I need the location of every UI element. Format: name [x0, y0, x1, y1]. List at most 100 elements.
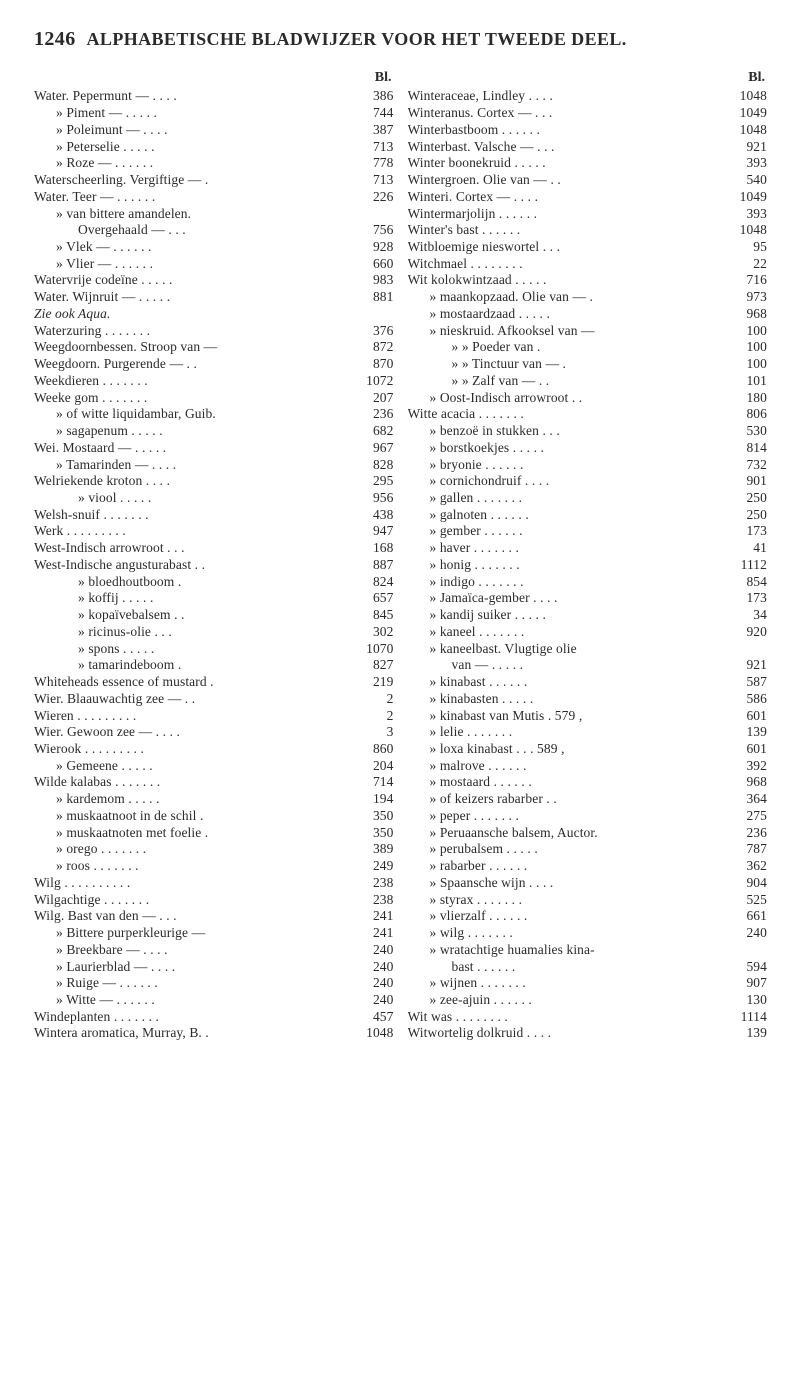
index-row: » Piment — . . . . .744 [34, 105, 394, 122]
index-page: 2 [342, 708, 394, 725]
index-label: » zee-ajuin . . . . . . [408, 992, 716, 1009]
index-row: » koffij . . . . .657 [34, 590, 394, 607]
index-row: » kinabasten . . . . .586 [408, 691, 768, 708]
index-row: Weeke gom . . . . . . .207 [34, 390, 394, 407]
index-page: 657 [342, 590, 394, 607]
index-label: Wier. Blaauwachtig zee — . . [34, 691, 342, 708]
index-label: » tamarindeboom . [34, 657, 342, 674]
index-page: 967 [342, 440, 394, 457]
index-label: » Breekbare — . . . . [34, 942, 342, 959]
index-page: 586 [715, 691, 767, 708]
index-row: Windeplanten . . . . . . .457 [34, 1009, 394, 1026]
index-label: Winteranus. Cortex — . . . [408, 105, 716, 122]
index-page: 100 [715, 323, 767, 340]
index-page: 393 [715, 155, 767, 172]
index-row: » wijnen . . . . . . .907 [408, 975, 768, 992]
index-page: 814 [715, 440, 767, 457]
index-label: » gallen . . . . . . . [408, 490, 716, 507]
index-row: » » Tinctuur van — .100 [408, 356, 768, 373]
index-page: 241 [342, 908, 394, 925]
index-page: 1048 [715, 222, 767, 239]
index-row: » Peruaansche balsem, Auctor.236 [408, 825, 768, 842]
index-page: 787 [715, 841, 767, 858]
index-page: 295 [342, 473, 394, 490]
index-page: 806 [715, 406, 767, 423]
index-page: 1049 [715, 189, 767, 206]
index-label: Winter's bast . . . . . . [408, 222, 716, 239]
index-label: » Witte — . . . . . . [34, 992, 342, 1009]
index-row: » Jamaïca-gember . . . .173 [408, 590, 768, 607]
index-label: » wilg . . . . . . . [408, 925, 716, 942]
index-row: van — . . . . .921 [408, 657, 768, 674]
index-page: 845 [342, 607, 394, 624]
index-label: » Vlier — . . . . . . [34, 256, 342, 273]
index-row: Watervrije codeïne . . . . .983 [34, 272, 394, 289]
index-row: Waterzuring . . . . . . .376 [34, 323, 394, 340]
index-row: West-Indische angusturabast . .887 [34, 557, 394, 574]
index-row: Weegdoorn. Purgerende — . .870 [34, 356, 394, 373]
index-label: West-Indische angusturabast . . [34, 557, 342, 574]
index-label: Zie ook Aqua. [34, 306, 342, 323]
column-header: Bl. [34, 69, 394, 86]
index-label: Weegdoornbessen. Stroop van — [34, 339, 342, 356]
index-label: van — . . . . . [408, 657, 716, 674]
index-page: 236 [342, 406, 394, 423]
index-row: Water. Pepermunt — . . . .386 [34, 88, 394, 105]
index-page: 350 [342, 808, 394, 825]
index-label: Welsh-snuif . . . . . . . [34, 507, 342, 524]
index-page: 956 [342, 490, 394, 507]
index-label: Werk . . . . . . . . . [34, 523, 342, 540]
index-row: » Oost-Indisch arrowroot . .180 [408, 390, 768, 407]
index-label: » kinabast van Mutis . 579 , [408, 708, 716, 725]
index-row: » lelie . . . . . . .139 [408, 724, 768, 741]
index-page: 1070 [342, 641, 394, 658]
index-row: » malrove . . . . . .392 [408, 758, 768, 775]
index-row: » rabarber . . . . . .362 [408, 858, 768, 875]
index-page: 594 [715, 959, 767, 976]
index-row: » gallen . . . . . . .250 [408, 490, 768, 507]
index-row: Wintergroen. Olie van — . .540 [408, 172, 768, 189]
index-page: 904 [715, 875, 767, 892]
index-page: 1048 [715, 88, 767, 105]
index-label: » » Zalf van — . . [408, 373, 716, 390]
index-row: » Roze — . . . . . .778 [34, 155, 394, 172]
index-row: Winterbastboom . . . . . .1048 [408, 122, 768, 139]
index-page: 714 [342, 774, 394, 791]
index-row: » kinabast van Mutis . 579 ,601 [408, 708, 768, 725]
index-label: Watervrije codeïne . . . . . [34, 272, 342, 289]
index-page: 778 [342, 155, 394, 172]
index-label: » lelie . . . . . . . [408, 724, 716, 741]
index-row: West-Indisch arrowroot . . .168 [34, 540, 394, 557]
index-row: Wit was . . . . . . . .1114 [408, 1009, 768, 1026]
index-row: » van bittere amandelen. [34, 206, 394, 223]
index-row: » vlierzalf . . . . . .661 [408, 908, 768, 925]
index-page: 928 [342, 239, 394, 256]
index-row: Water. Teer — . . . . . .226 [34, 189, 394, 206]
index-row: » wratachtige huamalies kina- [408, 942, 768, 959]
index-page: 587 [715, 674, 767, 691]
index-page: 22 [715, 256, 767, 273]
index-page: 682 [342, 423, 394, 440]
index-page: 389 [342, 841, 394, 858]
index-page: 275 [715, 808, 767, 825]
index-row: Witchmael . . . . . . . .22 [408, 256, 768, 273]
index-label: Overgehaald — . . . [34, 222, 342, 239]
index-label: Wieren . . . . . . . . . [34, 708, 342, 725]
index-row: » peper . . . . . . .275 [408, 808, 768, 825]
index-page: 350 [342, 825, 394, 842]
index-row: » wilg . . . . . . .240 [408, 925, 768, 942]
index-label: » benzoë in stukken . . . [408, 423, 716, 440]
index-label: Weegdoorn. Purgerende — . . [34, 356, 342, 373]
index-label: Wei. Mostaard — . . . . . [34, 440, 342, 457]
index-row: » tamarindeboom .827 [34, 657, 394, 674]
index-row: » kardemom . . . . .194 [34, 791, 394, 808]
index-row: » of witte liquidambar, Guib.236 [34, 406, 394, 423]
index-row: Welsh-snuif . . . . . . .438 [34, 507, 394, 524]
page-header: 1246 ALPHABETISCHE BLADWIJZER VOOR HET T… [34, 28, 767, 51]
index-label: » sagapenum . . . . . [34, 423, 342, 440]
index-label: » Roze — . . . . . . [34, 155, 342, 172]
index-row: » ricinus-olie . . .302 [34, 624, 394, 641]
index-label: » kandij suiker . . . . . [408, 607, 716, 624]
index-row: Wier. Gewoon zee — . . . .3 [34, 724, 394, 741]
index-page: 180 [715, 390, 767, 407]
